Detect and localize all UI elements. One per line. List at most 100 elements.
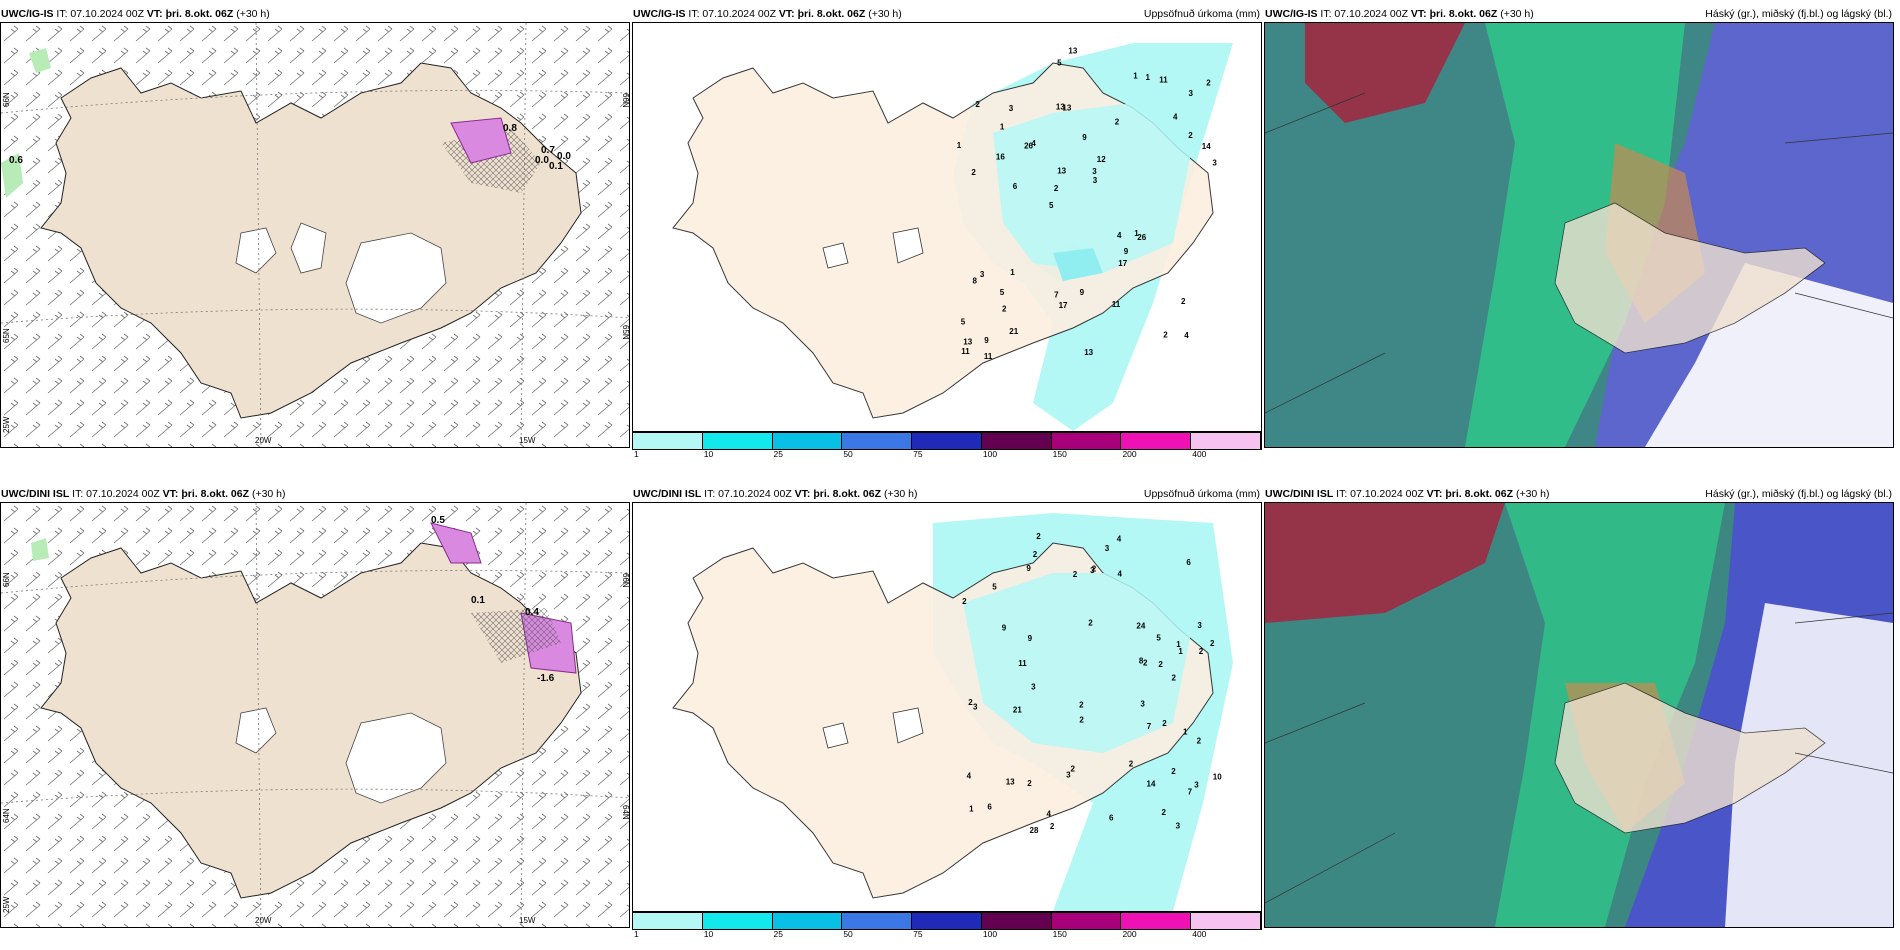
- colorbar-swatch: [702, 913, 773, 929]
- precip-value: 8: [1139, 657, 1144, 666]
- colorbar-swatch: [1121, 913, 1192, 929]
- precip-value: 9: [1026, 564, 1031, 573]
- panel-title: UWC/IG-IS IT: 07.10.2024 00Z VT: þri. 8.…: [633, 8, 902, 20]
- colorbar-tick: 75: [913, 449, 923, 459]
- precip-value: 4: [1117, 231, 1122, 240]
- precip-value: 13: [1006, 778, 1015, 787]
- precip-value: 24: [1136, 621, 1145, 630]
- precip-value: 2: [971, 168, 976, 177]
- panel-title: UWC/IG-IS IT: 07.10.2024 00Z VT: þri. 8.…: [1265, 8, 1534, 20]
- precip-value: 1: [1000, 122, 1005, 131]
- precip-value: 3: [1066, 771, 1071, 780]
- glacier: [290, 222, 327, 274]
- glacier: [345, 232, 447, 324]
- wind-map: 0.5 0.1 0.4 -1.6 66N 66N 64N 64N 25W 20W…: [1, 503, 629, 927]
- temp-label: 0.1: [471, 595, 485, 606]
- colorbar-tick: 100: [982, 929, 998, 939]
- temp-label: 0.5: [431, 515, 445, 526]
- colorbar: [632, 912, 1262, 930]
- glacier: [235, 707, 277, 754]
- precip-value: 9: [1082, 133, 1087, 142]
- colorbar-tick: 25: [773, 929, 784, 939]
- precip-value: 2: [1036, 532, 1041, 541]
- precip-value: 6: [1186, 558, 1191, 567]
- precip-value: 4: [1117, 535, 1122, 544]
- lon-label: 25W: [2, 896, 11, 913]
- precip-value: 2: [1188, 131, 1193, 140]
- colorbar-tick: 100: [982, 449, 998, 459]
- precip-value: 9: [1080, 288, 1085, 297]
- precip-value: 7: [1147, 722, 1152, 731]
- precip-value: 2: [1181, 297, 1186, 306]
- colorbar-swatch: [912, 913, 982, 929]
- precip-value: 2: [962, 597, 967, 606]
- precip-value: 13: [1084, 348, 1093, 357]
- colorbar-ticks: 1 10 25 50 75 100 150 200 400: [632, 449, 1262, 461]
- precip-value: 3: [973, 702, 978, 711]
- precip-value: 3: [1093, 176, 1098, 185]
- colorbar-swatch: [912, 433, 982, 449]
- precip-value: 10: [1213, 773, 1222, 782]
- precip-value: 2: [1172, 673, 1177, 682]
- precip-value: 3: [1090, 566, 1095, 575]
- panel-subtitle: Uppsöfnuð úrkoma (mm): [1143, 488, 1260, 500]
- precip-value: 2: [1088, 619, 1093, 628]
- precip-value: 13: [1057, 167, 1066, 176]
- precip-value: 5: [992, 583, 997, 592]
- map-frame: 4 2 3 5 2 9 13 9 3 4 5 2 13 12 26 2 5 3 4 2 2 7 13 3 1 1 2 2 1 13 26 16…: [632, 22, 1262, 432]
- precip-value: 14: [1147, 779, 1156, 788]
- precip-value: 17: [1059, 301, 1068, 310]
- lat-label: 66N: [2, 92, 11, 107]
- precip-value: 2: [1071, 764, 1076, 773]
- colorbar-swatch: [1051, 913, 1122, 929]
- panel-r2-wind: UWC/DINI ISL IT: 07.10.2024 00Z VT: þri.…: [0, 480, 630, 928]
- lon-label: 15W: [519, 916, 536, 925]
- colorbar-swatch: [842, 913, 913, 929]
- precip-value: 4: [1031, 139, 1036, 148]
- precip-value: 9: [1124, 247, 1129, 256]
- lat-label: 66N: [2, 572, 11, 587]
- precip-value: 12: [1097, 155, 1106, 164]
- precip-value: 11: [984, 352, 993, 361]
- cloud-map: [1265, 503, 1893, 927]
- temp-label: 0.7: [541, 145, 555, 156]
- lon-label: 15W: [519, 436, 536, 445]
- panel-subtitle: Háský (gr.), miðský (fj.bl.) og lágský (…: [1705, 8, 1892, 20]
- precip-value: 2: [1079, 715, 1084, 724]
- precip-value: 26: [1137, 233, 1146, 242]
- colorbar-swatch: [633, 433, 703, 449]
- precip-value: 3: [1092, 167, 1097, 176]
- precip-value: 2: [1143, 659, 1148, 668]
- precip-value: 2: [1002, 305, 1007, 314]
- precip-value: 1: [1133, 71, 1138, 80]
- colorbar-tick: 150: [1052, 449, 1067, 459]
- lon-label: 25W: [2, 416, 11, 433]
- panel-r1-clouds: UWC/IG-IS IT: 07.10.2024 00Z VT: þri. 8.…: [1264, 0, 1894, 448]
- colorbar-tick: 1: [634, 449, 639, 459]
- panel-title: UWC/DINI ISL IT: 07.10.2024 00Z VT: þri.…: [1, 488, 286, 500]
- precip-value: 2: [1027, 779, 1032, 788]
- colorbar-swatch: [981, 433, 1052, 449]
- colorbar-swatch: [1191, 913, 1261, 929]
- precip-value: 11: [1159, 76, 1168, 85]
- panel-subtitle: Háský (gr.), miðský (fj.bl.) og lágský (…: [1705, 488, 1892, 500]
- precip-value: 2: [1073, 570, 1078, 579]
- lon-label: 20W: [255, 916, 272, 925]
- colorbar-tick: 400: [1192, 929, 1207, 939]
- precip-value: 1: [1176, 640, 1181, 649]
- precip-value: 2: [1129, 759, 1134, 768]
- precip-value: 13: [1056, 103, 1065, 112]
- panel-title: UWC/DINI ISL IT: 07.10.2024 00Z VT: þri.…: [633, 488, 918, 500]
- colorbar-swatch: [1051, 433, 1122, 449]
- colorbar-swatch: [1191, 433, 1261, 449]
- colorbar-tick: 10: [703, 449, 714, 459]
- colorbar-tick: 400: [1192, 449, 1207, 459]
- precip-value: 3: [1105, 544, 1110, 553]
- precip-map: 4235291393452131226253422713311221132616…: [672, 43, 1233, 431]
- panel-r1-precip: UWC/IG-IS IT: 07.10.2024 00Z VT: þri. 8.…: [632, 0, 1262, 459]
- precip-value: 9: [984, 336, 989, 345]
- panel-r2-precip: UWC/DINI ISL IT: 07.10.2024 00Z VT: þri.…: [632, 480, 1262, 939]
- colorbar-tick: 150: [1052, 929, 1067, 939]
- precip-value: 3: [1009, 104, 1014, 113]
